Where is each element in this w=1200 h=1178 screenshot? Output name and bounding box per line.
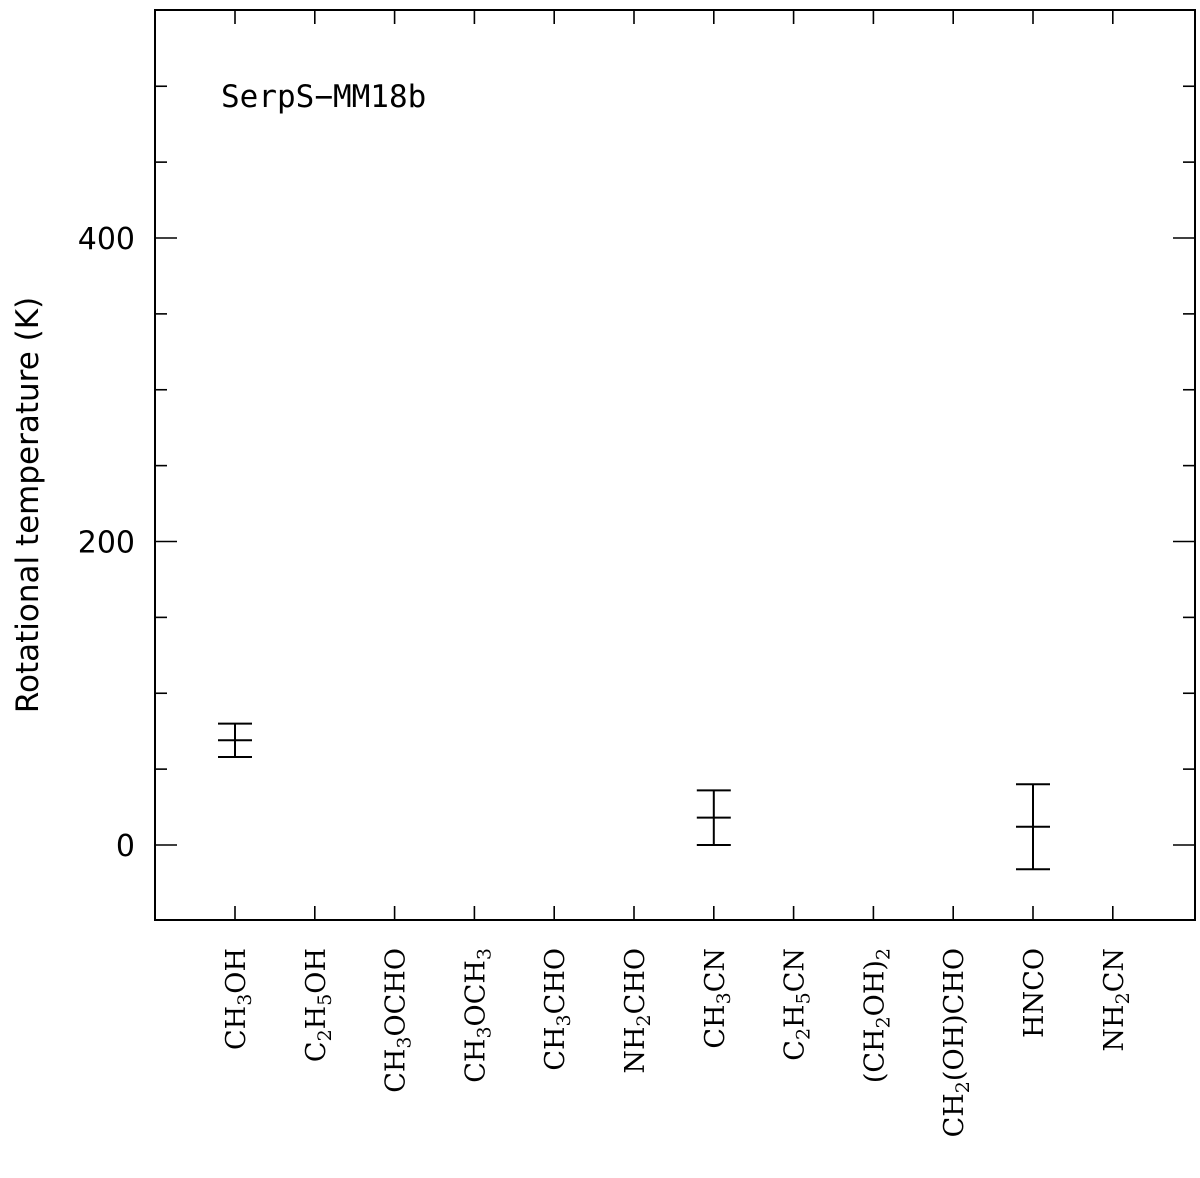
x-axis-category-labels: CH3OH C2H5OH CH3OCHO CH3OCH3 CH3CHO NH2CHO CH3… <box>221 948 1134 1137</box>
y-axis-ticks <box>155 85 1195 846</box>
data-point <box>1016 783 1050 871</box>
x-category-label: CH3CHO <box>540 948 575 1071</box>
y-tick-label: 400 <box>78 222 135 257</box>
x-category-label: NH2CHO <box>620 948 655 1074</box>
x-category-label: CH3CN <box>700 948 735 1049</box>
x-category-label: CH2(OH)CHO <box>939 948 974 1137</box>
x-category-label: C2H5CN <box>780 948 815 1061</box>
y-tick-label: 0 <box>116 829 135 864</box>
x-axis-ticks <box>234 10 1114 920</box>
y-axis-tick-labels: 0 200 400 <box>78 222 135 864</box>
x-category-label: CH3OCH3 <box>460 948 495 1083</box>
data-points <box>218 722 1050 871</box>
x-category-label: HNCO <box>1019 948 1050 1038</box>
x-category-label: NH2CN <box>1099 948 1134 1052</box>
x-category-label: C2H5OH <box>301 948 336 1062</box>
x-category-label: (CH2OH)2 <box>859 948 894 1083</box>
x-category-label: CH3OCHO <box>381 948 416 1093</box>
chart-annotation: SerpS−MM18b <box>221 79 426 115</box>
data-point <box>218 722 252 758</box>
y-tick-label: 200 <box>78 526 135 561</box>
data-point <box>696 789 731 846</box>
x-category-label: CH3OH <box>221 948 256 1050</box>
y-axis-label: Rotational temperature (K) <box>10 297 46 713</box>
